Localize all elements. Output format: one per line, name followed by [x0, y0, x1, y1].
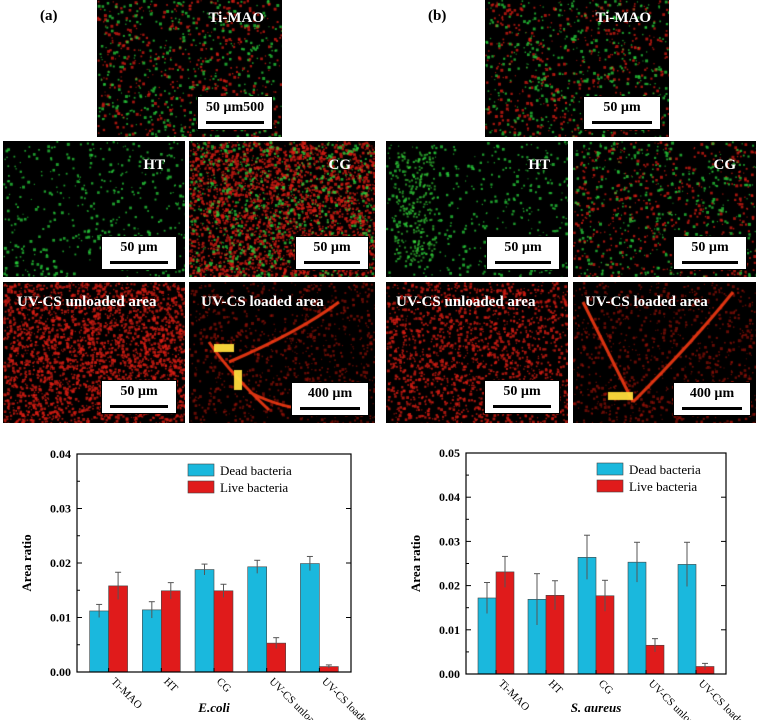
y-tick-label: 0.04: [50, 447, 71, 461]
bar-dead: [194, 569, 215, 673]
y-tick-label: 0.03: [50, 502, 71, 516]
scale-bar-label: 50 µm500: [205, 100, 265, 115]
x-tick-label: Ti-MAO: [108, 676, 144, 712]
scale-bar-label: 50 µm: [120, 240, 158, 255]
micrograph-b-loaded: UV-CS loaded area 400 µm: [573, 282, 756, 423]
micrograph-title: UV-CS loaded area: [201, 294, 324, 310]
x-tick-label: UV-CS loaded area: [319, 676, 380, 720]
x-axis-label: E.coli: [197, 700, 230, 715]
y-tick-label: 0.01: [50, 611, 71, 625]
scale-bar: 50 µm: [295, 236, 369, 270]
x-tick-label: UV-CS loaded area: [696, 678, 759, 720]
y-tick-label: 0.00: [50, 665, 71, 679]
micrograph-b-timao: Ti-MAO 50 µm: [485, 0, 669, 137]
micrograph-title: UV-CS loaded area: [585, 294, 708, 310]
micrograph-title: Ti-MAO: [595, 10, 651, 26]
scale-bar-label: 50 µm: [603, 100, 641, 115]
micrograph-title: UV-CS unloaded area: [396, 294, 536, 310]
y-tick-label: 0.01: [439, 623, 460, 637]
legend-label-live: Live bacteria: [220, 480, 288, 495]
scale-bar: 50 µm: [486, 236, 560, 270]
scale-bar: 50 µm: [101, 236, 177, 270]
scale-bar: 50 µm: [673, 236, 747, 270]
micrograph-b-unloaded: UV-CS unloaded area 50 µm: [386, 282, 568, 423]
scale-bar-label: 400 µm: [689, 386, 735, 401]
scale-bar: 50 µm: [583, 96, 661, 130]
legend-swatch-live: [596, 479, 624, 493]
bar-dead: [247, 566, 267, 673]
micrograph-b-ht: HT 50 µm: [386, 141, 568, 277]
legend-label-dead: Dead bacteria: [629, 462, 701, 477]
y-axis-label: Area ratio: [408, 535, 423, 592]
scale-bar: 400 µm: [291, 382, 369, 416]
micrograph-title: CG: [713, 157, 737, 173]
y-axis-label: Area ratio: [19, 534, 34, 591]
x-tick-label: HT: [161, 676, 180, 695]
micrograph-title: CG: [328, 157, 352, 173]
x-tick-label: CG: [596, 678, 615, 697]
panel-label-a: (a): [40, 8, 58, 24]
micrograph-title: HT: [143, 157, 165, 173]
y-tick-label: 0.02: [439, 579, 460, 593]
micrograph-a-timao: Ti-MAO 50 µm500: [97, 0, 282, 137]
legend-label-live: Live bacteria: [629, 479, 697, 494]
x-tick-label: CG: [214, 676, 233, 695]
y-tick-label: 0.03: [439, 534, 460, 548]
scale-bar-label: 50 µm: [120, 384, 158, 399]
bar-live: [161, 590, 181, 673]
legend-swatch-dead: [596, 462, 624, 476]
bar-dead: [89, 610, 109, 673]
micrograph-a-ht: HT 50 µm: [3, 141, 185, 277]
micrograph-a-unloaded: UV-CS unloaded area 50 µm: [3, 282, 185, 423]
y-tick-label: 0.05: [439, 446, 460, 460]
scale-bar-label: 50 µm: [504, 240, 542, 255]
micrograph-title: HT: [528, 157, 550, 173]
scale-bar: 50 µm: [484, 380, 560, 414]
x-tick-label: HT: [546, 678, 565, 697]
micrograph-b-cg: CG 50 µm: [573, 141, 756, 277]
micrograph-title: Ti-MAO: [208, 10, 264, 26]
micrograph-title: UV-CS unloaded area: [17, 294, 157, 310]
legend-swatch-live: [187, 480, 215, 494]
scale-bar: 50 µm500: [197, 96, 273, 130]
x-tick-label: Ti-MAO: [496, 678, 532, 714]
scale-bar-label: 50 µm: [503, 384, 541, 399]
y-tick-label: 0.04: [439, 490, 460, 504]
scale-bar: 400 µm: [673, 382, 751, 416]
bar-live: [213, 590, 234, 673]
scale-bar-label: 50 µm: [691, 240, 729, 255]
bar-dead: [142, 609, 162, 673]
legend-label-dead: Dead bacteria: [220, 463, 292, 478]
bar-dead: [300, 563, 320, 673]
y-tick-label: 0.00: [439, 667, 460, 681]
legend-swatch-dead: [187, 463, 215, 477]
micrograph-a-loaded: UV-CS loaded area 400 µm: [189, 282, 375, 423]
micrograph-a-cg: CG 50 µm: [189, 141, 375, 277]
x-axis-label: S. aureus: [571, 700, 622, 715]
y-tick-label: 0.02: [50, 556, 71, 570]
panel-label-b: (b): [428, 8, 447, 24]
scale-bar-label: 400 µm: [307, 386, 353, 401]
scale-bar: 50 µm: [101, 380, 177, 414]
scale-bar-label: 50 µm: [313, 240, 351, 255]
